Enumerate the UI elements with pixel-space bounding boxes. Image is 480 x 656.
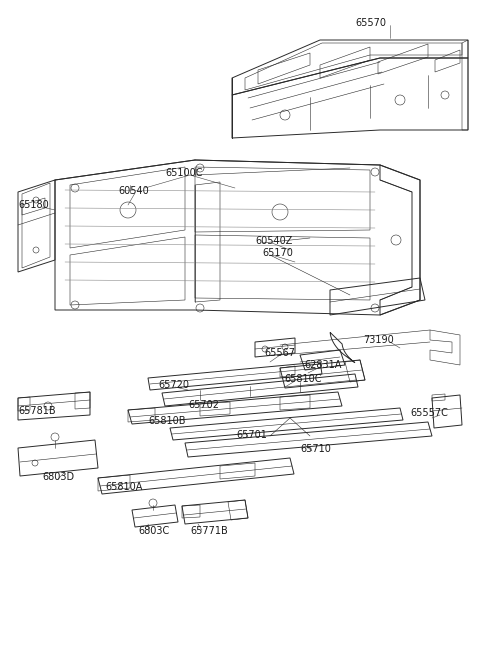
Text: 65567: 65567 — [264, 348, 295, 358]
Text: 65701: 65701 — [236, 430, 267, 440]
Text: 65557C: 65557C — [410, 408, 448, 418]
Text: 65702: 65702 — [188, 400, 219, 410]
Text: 65810A: 65810A — [105, 482, 143, 492]
Text: 65810C: 65810C — [284, 374, 322, 384]
Text: 65810B: 65810B — [148, 416, 185, 426]
Text: 60540Z: 60540Z — [255, 236, 292, 246]
Text: 65180: 65180 — [18, 200, 49, 210]
Text: 65771B: 65771B — [190, 526, 228, 536]
Text: 65710: 65710 — [300, 444, 331, 454]
Text: 6803C: 6803C — [138, 526, 169, 536]
Text: 65781B: 65781B — [18, 406, 56, 416]
Text: 65720: 65720 — [158, 380, 189, 390]
Text: 65170: 65170 — [262, 248, 293, 258]
Text: 62831A: 62831A — [304, 360, 341, 370]
Text: 73190: 73190 — [363, 335, 394, 345]
Text: 6803D: 6803D — [42, 472, 74, 482]
Text: 65570: 65570 — [355, 18, 386, 28]
Text: 65100C: 65100C — [165, 168, 203, 178]
Text: 60540: 60540 — [118, 186, 149, 196]
